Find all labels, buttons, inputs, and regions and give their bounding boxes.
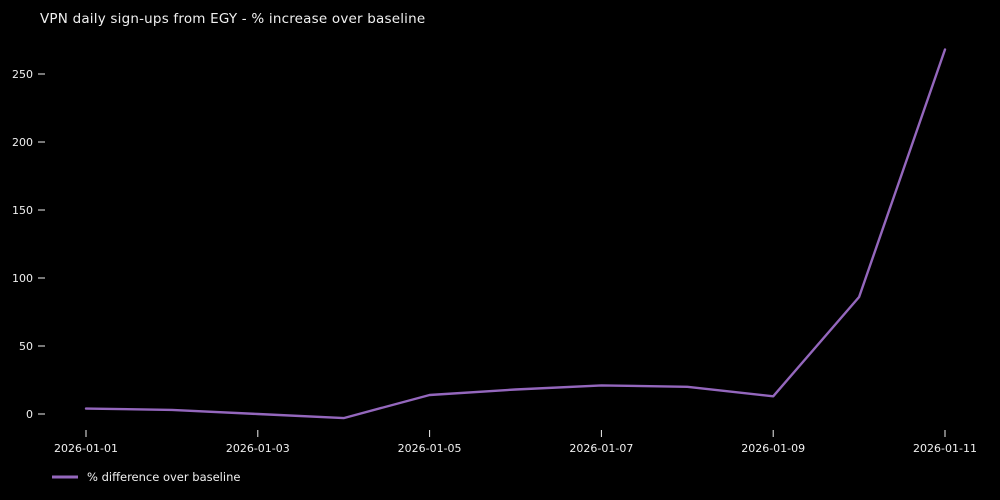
data-line-series xyxy=(84,48,947,420)
y-axis-tick-label: 50 xyxy=(19,340,33,353)
chart-title: VPN daily sign-ups from EGY - % increase… xyxy=(40,11,426,27)
y-axis-tick-label: 150 xyxy=(12,204,33,217)
y-axis-tick-label: 250 xyxy=(12,68,33,81)
legend-label: % difference over baseline xyxy=(87,470,241,484)
y-axis-tick-label: 100 xyxy=(12,272,33,285)
x-axis-tick-label: 2026-01-09 xyxy=(741,442,805,455)
x-axis-tick-label: 2026-01-11 xyxy=(913,442,977,455)
x-axis-tick-label: 2026-01-01 xyxy=(54,442,118,455)
legend-line-swatch xyxy=(52,475,78,479)
legend: % difference over baseline xyxy=(52,470,240,484)
x-axis-tick-label: 2026-01-07 xyxy=(569,442,633,455)
y-axis-tick-label: 0 xyxy=(26,408,33,421)
x-axis-tick-label: 2026-01-03 xyxy=(226,442,290,455)
y-axis-tick-label: 200 xyxy=(12,136,33,149)
x-axis-tick-label: 2026-01-05 xyxy=(398,442,462,455)
